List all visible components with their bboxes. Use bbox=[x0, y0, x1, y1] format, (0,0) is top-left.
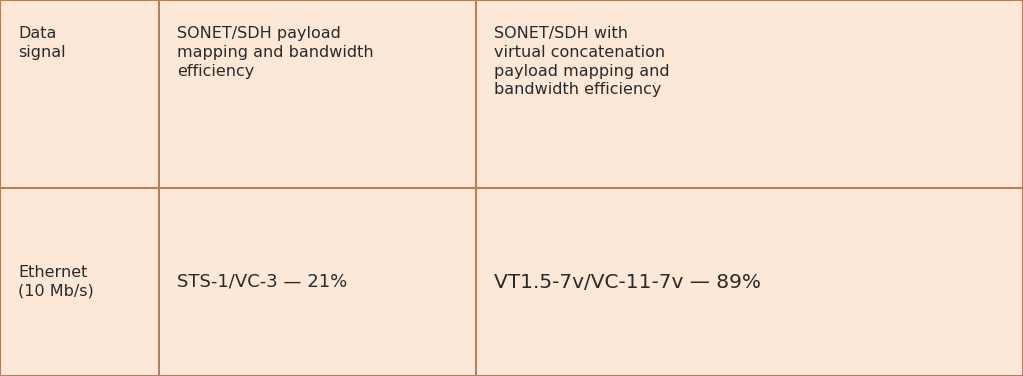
Text: SONET/SDH payload
mapping and bandwidth
efficiency: SONET/SDH payload mapping and bandwidth … bbox=[177, 26, 373, 79]
Bar bbox=[476, 188, 1023, 376]
Text: SONET/SDH with
virtual concatenation
payload mapping and
bandwidth efficiency: SONET/SDH with virtual concatenation pay… bbox=[494, 26, 670, 97]
Bar bbox=[159, 0, 476, 188]
Text: Ethernet
(10 Mb/s): Ethernet (10 Mb/s) bbox=[18, 265, 94, 299]
Bar bbox=[159, 188, 476, 376]
Text: VT1.5-7v/VC-11-7v — 89%: VT1.5-7v/VC-11-7v — 89% bbox=[494, 273, 761, 291]
Bar bbox=[476, 0, 1023, 188]
Text: STS-1/VC-3 — 21%: STS-1/VC-3 — 21% bbox=[177, 273, 347, 291]
Text: Data
signal: Data signal bbox=[18, 26, 66, 60]
Bar bbox=[0, 188, 159, 376]
Bar bbox=[0, 0, 159, 188]
